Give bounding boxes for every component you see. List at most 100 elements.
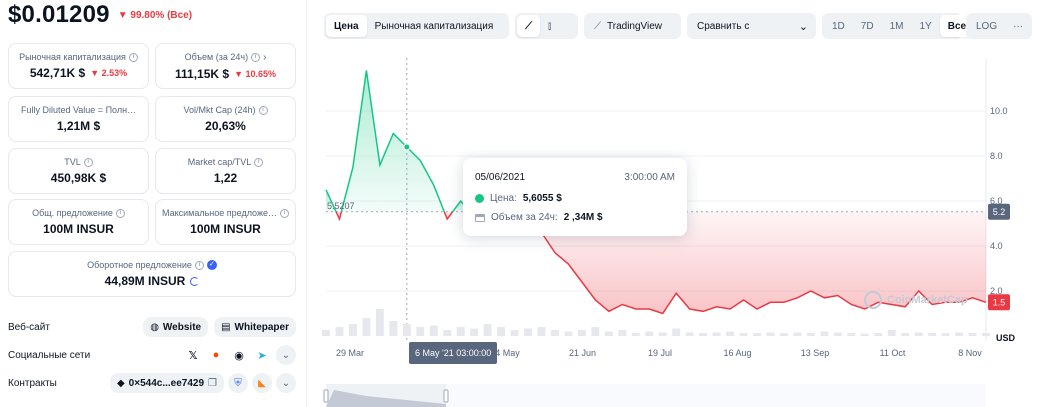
stat-label: Vol/Mkt Cap (24h) bbox=[183, 105, 256, 115]
range-1m[interactable]: 1M bbox=[889, 20, 904, 32]
range-1d[interactable]: 1D bbox=[832, 20, 845, 32]
volume-bar bbox=[537, 327, 546, 336]
stat-market-cap: Рыночная капитализация i 542,71K $ ▼ 2.53% bbox=[8, 43, 149, 89]
volume-bar bbox=[753, 333, 761, 336]
range-all[interactable]: Все bbox=[939, 15, 975, 37]
tooltip-price-value: 5,6055 $ bbox=[522, 193, 562, 204]
crosshair-date-label: 6 May '21 03:00:00 bbox=[409, 342, 498, 364]
candle-chart-button[interactable]: ⫾ bbox=[540, 15, 559, 37]
info-icon[interactable]: i bbox=[254, 157, 264, 167]
stat-value: 44,89M INSUR bbox=[104, 274, 186, 288]
x-tick-label: 21 Jun bbox=[569, 348, 596, 358]
stat-circulating-supply: Оборотное предложение i ✓ 44,89M INSUR bbox=[8, 251, 296, 297]
compare-select[interactable]: Сравнить с ⌄ bbox=[687, 13, 816, 39]
tab-price[interactable]: Цена bbox=[326, 15, 367, 37]
contracts-more-button[interactable]: ⌄ bbox=[276, 373, 296, 393]
reddit-icon[interactable]: ● bbox=[212, 349, 220, 361]
stat-value: 111,15K $ bbox=[175, 66, 230, 81]
y-axis-unit: USD bbox=[996, 333, 1016, 343]
info-icon[interactable]: i bbox=[251, 52, 261, 62]
line-chart-button[interactable]: ⟋ bbox=[517, 15, 540, 37]
volume-bar bbox=[874, 333, 883, 336]
navigator-handle[interactable] bbox=[443, 389, 449, 403]
contracts-label: Контракты bbox=[8, 377, 57, 389]
x-tick-label: 29 Mar bbox=[336, 348, 364, 358]
github-icon[interactable]: ◉ bbox=[234, 349, 244, 362]
stat-change: ▼ 2.53% bbox=[90, 68, 128, 78]
price-line-down bbox=[516, 211, 987, 315]
price-header: $0.01209 ▼ 99.80% (Все) bbox=[8, 0, 192, 30]
volume-bar bbox=[766, 332, 775, 336]
range-1y[interactable]: 1Y bbox=[919, 20, 932, 32]
volume-bar bbox=[618, 330, 627, 336]
tradingview-button[interactable]: ⟋ TradingView bbox=[584, 13, 681, 39]
stat-value: 1,21M $ bbox=[56, 119, 101, 133]
navigator-area bbox=[326, 390, 446, 407]
document-icon: ▤ bbox=[221, 321, 231, 333]
stat-value: 20,63% bbox=[205, 119, 246, 133]
watermark-text: CoinMarketCap bbox=[887, 294, 968, 306]
info-icon[interactable]: i bbox=[258, 105, 268, 115]
volume-bar bbox=[645, 331, 654, 336]
stat-label: TVL bbox=[64, 157, 81, 167]
more-options-button[interactable]: ··· bbox=[1013, 20, 1024, 32]
range-navigator[interactable] bbox=[326, 384, 986, 407]
current-price-tag-bg bbox=[988, 294, 1010, 311]
log-scale-button[interactable]: LOG bbox=[976, 20, 998, 32]
website-label: Веб-сайт bbox=[8, 321, 50, 333]
range-7d[interactable]: 7D bbox=[860, 20, 874, 32]
y-tick-label: 2.0 bbox=[990, 286, 1003, 296]
website-button[interactable]: ◍ Website bbox=[143, 317, 209, 337]
volume-bar bbox=[362, 318, 371, 336]
info-icon[interactable]: i bbox=[128, 52, 138, 62]
volume-bar bbox=[335, 327, 344, 336]
volume-bar bbox=[806, 333, 815, 336]
volume-bar bbox=[551, 330, 559, 336]
social-more-button[interactable]: ⌄ bbox=[276, 345, 296, 365]
chevron-down-icon: ⌄ bbox=[281, 377, 291, 389]
volume-icon bbox=[475, 213, 485, 222]
stat-max-supply: Максимальное предложе… i 100M INSUR bbox=[155, 199, 296, 245]
price-line-up bbox=[340, 70, 445, 213]
info-icon[interactable]: i bbox=[194, 260, 204, 270]
price-change: ▼ 99.80% (Все) bbox=[117, 9, 193, 21]
volume-bar bbox=[820, 331, 829, 336]
volume-bar bbox=[322, 330, 330, 336]
shield-button[interactable]: ⛨ bbox=[228, 373, 248, 393]
stat-value: 1,22 bbox=[213, 171, 238, 185]
globe-icon: ◍ bbox=[150, 321, 159, 333]
current-price-tag: 1.5 bbox=[993, 297, 1006, 307]
tab-market-cap[interactable]: Рыночная капитализация bbox=[374, 20, 494, 32]
stat-volume[interactable]: Объем (за 24ч) i › 111,15K $ ▼ 10.65% bbox=[155, 43, 296, 89]
navigator-handle[interactable] bbox=[323, 389, 329, 403]
stat-value: 100M INSUR bbox=[190, 222, 261, 236]
volume-bar bbox=[739, 333, 748, 336]
whitepaper-button[interactable]: ▤ Whitepaper bbox=[214, 317, 296, 337]
info-icon[interactable]: i bbox=[115, 208, 125, 218]
metamask-button[interactable]: ◣ bbox=[252, 373, 272, 393]
chevron-right-icon[interactable]: › bbox=[263, 51, 267, 63]
copy-icon[interactable]: ❐ bbox=[208, 377, 217, 389]
volume-bar bbox=[982, 333, 990, 336]
x-tick-label: 8 Nov bbox=[958, 348, 982, 358]
chart-type-tabs: Цена Рыночная капитализация bbox=[324, 13, 509, 39]
stat-label: Рыночная капитализация bbox=[19, 52, 126, 62]
telegram-icon[interactable]: ➤ bbox=[257, 349, 267, 362]
x-twitter-icon[interactable]: 𝕏 bbox=[188, 349, 198, 362]
stat-vol-mkt-cap: Vol/Mkt Cap (24h) i 20,63% bbox=[155, 96, 296, 142]
info-icon[interactable]: i bbox=[280, 208, 289, 218]
contract-address-button[interactable]: ◆ 0×544c...ee7429 ❐ bbox=[109, 373, 224, 393]
stat-label: Максимальное предложе… bbox=[161, 208, 277, 218]
stat-change: ▼ 10.65% bbox=[234, 68, 276, 79]
stat-label: Объем (за 24ч) bbox=[184, 52, 249, 62]
contract-address: 0×544c...ee7429 bbox=[128, 377, 205, 389]
volume-bar bbox=[389, 321, 398, 336]
tradingview-inner: ⟋ TradingView bbox=[586, 15, 670, 37]
log-more-group: LOG ··· bbox=[966, 13, 1032, 39]
info-icon[interactable]: i bbox=[83, 157, 93, 167]
volume-bar bbox=[793, 332, 802, 336]
panel-divider bbox=[306, 0, 307, 407]
volume-bar bbox=[860, 333, 869, 336]
area-below-reference bbox=[517, 211, 986, 314]
